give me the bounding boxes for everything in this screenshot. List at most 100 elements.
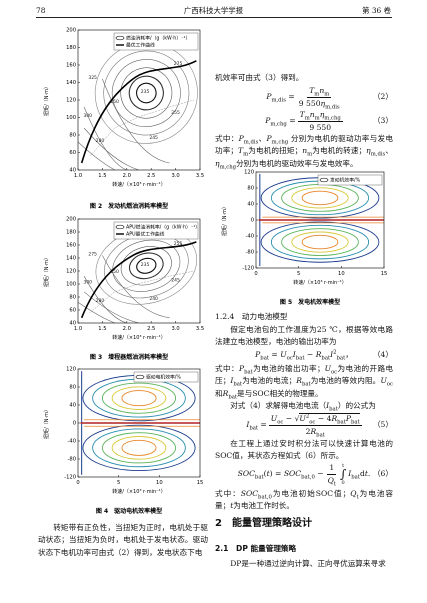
legend-box xyxy=(113,32,199,51)
y-tick-label: 40 xyxy=(69,168,76,174)
x-tick-label: 0 xyxy=(76,480,79,486)
var-symbol: Q xyxy=(350,489,357,498)
contour xyxy=(92,428,186,468)
y-tick-label: -40 xyxy=(246,234,254,240)
var-symbol: I xyxy=(330,349,334,359)
text-run: 和 xyxy=(215,388,223,398)
contour-label: 300 xyxy=(83,113,92,119)
contours xyxy=(78,42,198,170)
math-var: Ibat xyxy=(246,420,259,432)
contour xyxy=(102,255,170,319)
text-run: 为电机的转速； xyxy=(312,146,367,156)
contour-label: 300 xyxy=(83,279,92,285)
math-var: Pbat xyxy=(255,349,269,361)
var-symbol: SOC xyxy=(237,468,255,478)
contours xyxy=(80,371,200,475)
equation: Pm,chg = Tmnmηm,chg 9 550 （3） xyxy=(215,110,393,132)
var-sub: bat xyxy=(244,369,253,376)
var-sub: bat xyxy=(336,355,346,362)
text-run: − xyxy=(304,349,316,359)
var-sub: bat xyxy=(301,381,311,388)
math-var: Pbat xyxy=(345,413,360,425)
math-var: Uoc xyxy=(280,350,293,362)
text-run: = xyxy=(269,349,281,359)
math-var: SOCbat xyxy=(237,468,264,480)
denominator: 9 550ηm,dis xyxy=(297,98,342,110)
paragraph: DP是一种通过逆向计算、正向寻优运算来寻求 xyxy=(230,559,386,568)
legend-label: APU最优工作曲线 xyxy=(126,231,165,238)
var-sub: bat xyxy=(228,394,238,401)
equation: Ibat = Uoc − √U2oc − 4RbatPbat 2Rbat （5） xyxy=(215,412,393,438)
var-symbol: U xyxy=(270,413,278,423)
legend-box xyxy=(133,371,199,383)
contour-label: 235 xyxy=(141,89,150,95)
math-var: I2bat xyxy=(330,349,346,362)
y-tick-label: 160 xyxy=(66,243,76,249)
x-tick-label: 0 xyxy=(254,271,257,277)
var-sub: m xyxy=(314,115,320,122)
y-tick-label: 120 xyxy=(66,367,76,373)
legend-label: 驱动电机效率/% xyxy=(146,374,181,381)
var-symbol: U xyxy=(299,413,306,423)
x-tick-label: 3.5 xyxy=(196,326,204,332)
var-sub: oc xyxy=(286,355,293,362)
var-sub: oc xyxy=(309,419,316,426)
y-tick-label: 0 xyxy=(251,218,254,224)
contour xyxy=(83,127,140,170)
y-tick-label: -80 xyxy=(246,250,254,256)
text-run: 式中： xyxy=(215,134,239,143)
math-var: nm xyxy=(309,109,320,122)
x-axis-label: 转速/（×10³ r·min⁻¹） xyxy=(112,181,166,188)
contour xyxy=(291,231,349,253)
x-tick-label: 1.0 xyxy=(74,173,82,179)
figure: 300 280 250 245 235 255 275 325 40 60 80 100 120 140 1… xyxy=(43,28,204,211)
math-var: Ibat xyxy=(326,401,338,412)
var-sub: m xyxy=(314,91,320,98)
figure-caption: 图 4 驱动电机效率模型 xyxy=(96,507,162,515)
var-sub: bat xyxy=(249,425,259,432)
x-tick-label: 2.0 xyxy=(123,326,131,332)
legend-icon xyxy=(319,177,329,183)
y-tick-label: 80 xyxy=(69,295,76,301)
paragraph: 式中：SOCbat,0为电池初始SOC值；Qt为电池容量；t为电池工作时长。 xyxy=(215,488,393,513)
math-var: nm xyxy=(319,86,329,97)
contour-label: 255 xyxy=(171,110,180,116)
math-var: Ibat xyxy=(348,469,360,481)
text-run: ( xyxy=(263,468,267,478)
text-run: − 4 xyxy=(315,413,332,423)
math-var: Uoc xyxy=(380,376,393,387)
var-symbol: P xyxy=(345,413,351,423)
paragraph: 对式（4）求解得电池电流（Ibat）的公式为 xyxy=(215,400,393,412)
eq-lhs: SOCbat(t) = SOCbat,0 − xyxy=(238,468,324,480)
contour xyxy=(111,59,181,127)
contour xyxy=(120,67,173,119)
x-tick-label: 2.5 xyxy=(147,173,155,179)
var-symbol: n xyxy=(309,109,315,119)
y-tick-label: -40 xyxy=(68,439,76,445)
math-var: ηm,dis xyxy=(366,146,385,157)
x-tick-label: 3.0 xyxy=(171,173,179,179)
math-var: t xyxy=(267,469,270,478)
math-var: nm xyxy=(302,146,312,157)
var-symbol: η xyxy=(366,146,371,156)
legend-box xyxy=(317,174,383,186)
var-symbol: P xyxy=(255,349,261,359)
contour xyxy=(260,221,380,263)
x-tick-label: 2.0 xyxy=(123,173,131,179)
contour xyxy=(291,187,349,209)
var-symbol: R xyxy=(331,413,338,423)
text-run: 9 550 xyxy=(309,122,332,132)
denominator: 2Rbat xyxy=(304,426,327,438)
var-sub: bat xyxy=(351,474,360,481)
y-tick-label: 60 xyxy=(69,308,76,314)
figure: -120 -80 -40 0 40 80 120 0 5 10 15 转速/（×10³ r·min⁻¹… xyxy=(221,170,387,307)
y-tick-label: 140 xyxy=(66,80,76,86)
math-var: t xyxy=(365,469,368,478)
y-tick-label: 160 xyxy=(66,63,76,69)
paragraph: 假定电池包的工作温度为25 ℃，根据等效电路法建立电池模型，电池的输出功率为 xyxy=(215,325,393,347)
x-tick-label: 1.0 xyxy=(74,326,82,332)
equation: SOCbat(t) = SOCbat,0 − 1 Qt t ∫ 0 Ibatdt. （… xyxy=(215,462,393,487)
var-symbol: P xyxy=(266,134,272,143)
var-symbol: P xyxy=(266,91,272,101)
text-run: 为电池的开路电压； xyxy=(215,364,394,386)
